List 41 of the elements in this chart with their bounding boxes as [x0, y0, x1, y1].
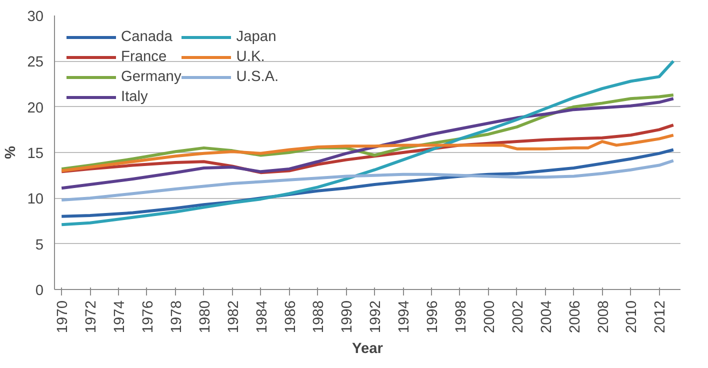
line-series	[60, 159, 675, 202]
legend-label: U.S.A.	[236, 69, 279, 85]
x-tick-label: 1970	[55, 300, 72, 334]
x-tick-label: 2002	[510, 300, 526, 334]
y-axis-title: %	[3, 146, 20, 160]
x-tick-label: 2012	[652, 300, 669, 334]
x-tick-label: 2010	[624, 300, 640, 334]
x-tick-label: 2004	[538, 300, 555, 334]
x-tick-label: 1996	[425, 300, 442, 334]
x-tick-label: 1978	[168, 300, 185, 334]
y-tick-label: 30	[27, 9, 44, 25]
x-tick-label: 1986	[282, 300, 299, 334]
legend-label: Germany	[121, 69, 182, 85]
x-tick-label: 2006	[567, 300, 584, 334]
legend-label: U.K.	[236, 49, 265, 65]
legend-label: Japan	[236, 29, 276, 45]
x-tick-label: 1990	[340, 300, 356, 334]
x-tick-label: 1982	[226, 300, 242, 334]
y-tick-label: 10	[27, 192, 44, 208]
legend-label: France	[121, 49, 167, 65]
x-tick-label: 1980	[197, 300, 214, 334]
y-tick-label: 5	[35, 237, 44, 254]
y-tick-label: 25	[27, 54, 44, 71]
y-tick-label: 20	[27, 100, 44, 116]
x-tick-label: 1998	[453, 300, 470, 334]
x-tick-label: 1994	[396, 300, 413, 334]
x-tick-label: 2000	[482, 300, 498, 334]
x-tick-label: 1974	[112, 300, 128, 334]
x-tick-label: 1988	[311, 300, 328, 334]
y-tick-label: 15	[27, 146, 44, 162]
legend-label: Italy	[121, 89, 148, 105]
x-tick-label: 1984	[254, 300, 270, 334]
x-tick-label: 1976	[140, 300, 156, 334]
x-axis-title: Year	[352, 341, 384, 358]
line-series	[60, 60, 675, 226]
y-tick-label: 0	[35, 283, 44, 299]
x-tick-label: 1972	[84, 300, 100, 334]
x-tick-label: 1992	[368, 300, 384, 334]
legend-label: Canada	[121, 29, 172, 45]
line-series	[60, 134, 675, 172]
x-tick-label: 2008	[596, 300, 612, 334]
